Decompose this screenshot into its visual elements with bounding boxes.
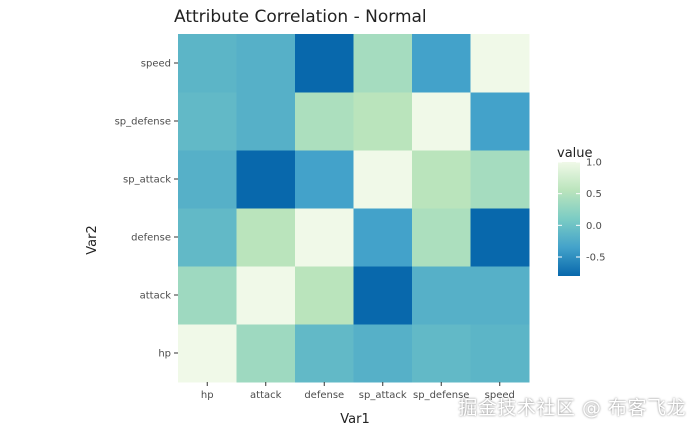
heatmap-cells [178, 34, 530, 383]
y-tick-label: hp [158, 349, 171, 360]
heatmap-cell-defense-defense [295, 208, 354, 267]
heatmap-cell-attack-defense [236, 208, 296, 267]
watermark: 掘金技术社区 @ 布客飞龙 [458, 397, 686, 419]
heatmap-cell-hp-sp_attack [178, 150, 237, 209]
x-tick-label: speed [485, 390, 515, 401]
heatmap-cell-attack-sp_attack [236, 150, 296, 209]
heatmap-cell-attack-sp_defense [236, 92, 296, 151]
color-legend: value 1.0 0.5 0.0 -0.5 [557, 146, 606, 276]
heatmap-cell-speed-attack [470, 266, 530, 325]
x-tick-label: sp_defense [413, 390, 469, 401]
heatmap-cell-sp_defense-defense [412, 208, 471, 267]
heatmap-cell-speed-speed [470, 34, 530, 93]
x-tick-label: attack [250, 390, 282, 401]
heatmap-cell-defense-sp_attack [295, 150, 354, 209]
x-axis-title: Var1 [340, 412, 369, 427]
heatmap-cell-sp_defense-sp_attack [412, 150, 471, 209]
y-tick-label: speed [141, 59, 171, 70]
heatmap-cell-speed-hp [470, 324, 530, 383]
heatmap-cell-sp_attack-defense [353, 208, 413, 267]
y-tick-label: defense [131, 233, 171, 244]
heatmap-cell-speed-defense [470, 208, 530, 267]
heatmap-cell-defense-sp_defense [295, 92, 354, 151]
heatmap-cell-hp-speed [178, 34, 237, 93]
chart-title: Attribute Correlation - Normal [174, 7, 427, 27]
y-tick-label: sp_defense [115, 117, 171, 128]
heatmap-cell-sp_defense-sp_defense [412, 92, 471, 151]
legend-title: value [557, 146, 593, 161]
heatmap-cell-sp_defense-attack [412, 266, 471, 325]
heatmap-cell-hp-defense [178, 208, 237, 267]
x-tick-label: hp [201, 390, 214, 401]
x-tick-label: sp_attack [359, 390, 407, 401]
heatmap-cell-hp-sp_defense [178, 92, 237, 151]
heatmap-cell-attack-hp [236, 324, 296, 383]
heatmap-cell-speed-sp_defense [470, 92, 530, 151]
heatmap-cell-hp-hp [178, 324, 237, 383]
heatmap-cell-defense-speed [295, 34, 354, 93]
heatmap-cell-sp_attack-sp_attack [353, 150, 413, 209]
y-tick-label: attack [140, 291, 172, 302]
heatmap-cell-hp-attack [178, 266, 237, 325]
heatmap-cell-sp_defense-hp [412, 324, 471, 383]
heatmap-cell-speed-sp_attack [470, 150, 530, 209]
heatmap-cell-sp_attack-sp_defense [353, 92, 413, 151]
heatmap-cell-defense-hp [295, 324, 354, 383]
legend-tick-label: 1.0 [586, 158, 602, 169]
heatmap-cell-sp_defense-speed [412, 34, 471, 93]
heatmap-cell-attack-speed [236, 34, 296, 93]
heatmap-cell-defense-attack [295, 266, 354, 325]
legend-tick-label: 0.5 [586, 189, 602, 200]
x-tick-label: defense [304, 390, 344, 401]
legend-tick-label: 0.0 [586, 221, 602, 232]
heatmap-cell-sp_attack-speed [353, 34, 413, 93]
heatmap-cell-attack-attack [236, 266, 296, 325]
legend-tick-label: -0.5 [586, 253, 606, 264]
heatmap-cell-sp_attack-attack [353, 266, 413, 325]
legend-colorbar [558, 162, 580, 276]
y-axis-title: Var2 [85, 225, 100, 254]
y-tick-label: sp_attack [123, 175, 171, 186]
x-axis-ticks: hp attack defense sp_attack sp_defense speed [201, 382, 515, 401]
heatmap-cell-sp_attack-hp [353, 324, 413, 383]
y-axis-ticks: hp attack defense sp_attack sp_defense speed [115, 59, 178, 360]
